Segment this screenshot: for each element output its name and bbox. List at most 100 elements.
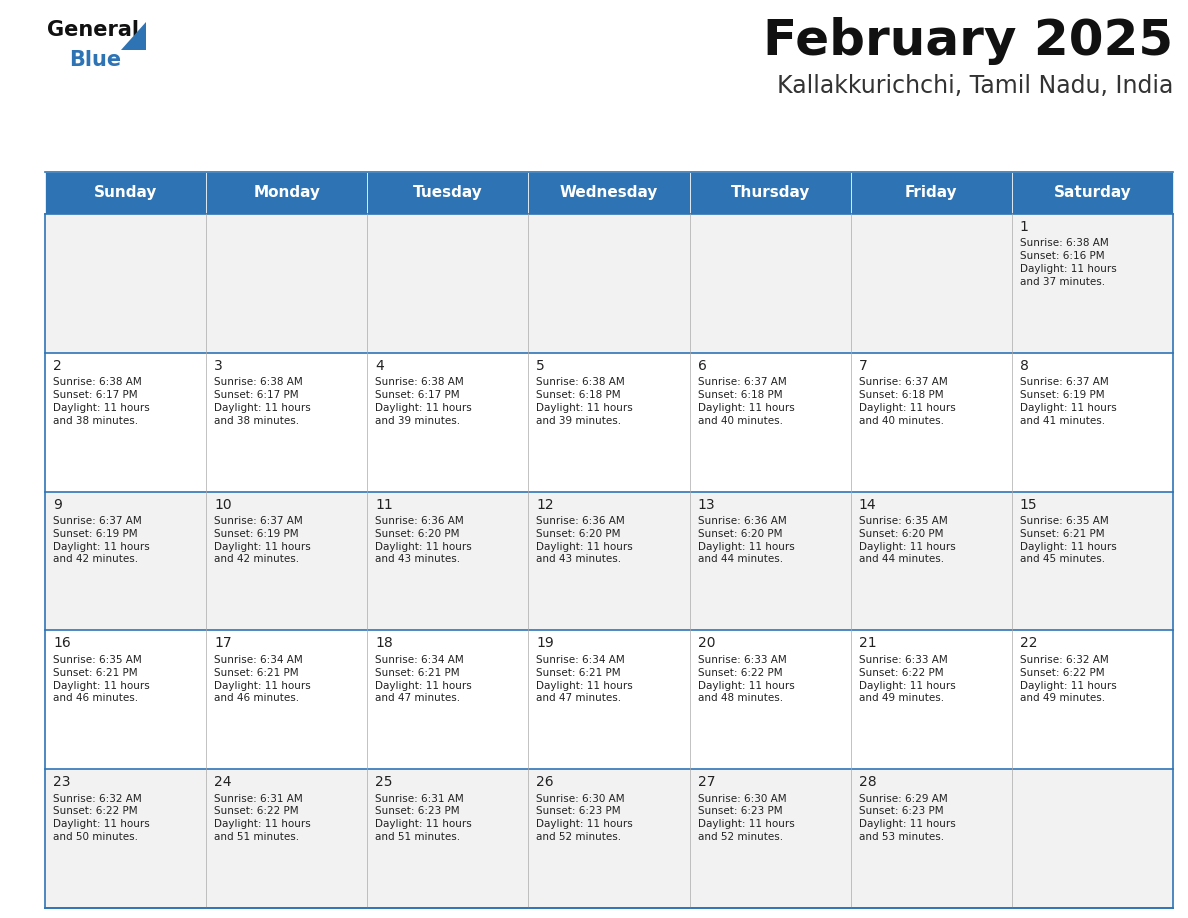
- Text: Sunrise: 6:33 AM
Sunset: 6:22 PM
Daylight: 11 hours
and 49 minutes.: Sunrise: 6:33 AM Sunset: 6:22 PM Dayligh…: [859, 655, 955, 703]
- Bar: [529, 769, 689, 908]
- Text: Sunrise: 6:31 AM
Sunset: 6:22 PM
Daylight: 11 hours
and 51 minutes.: Sunrise: 6:31 AM Sunset: 6:22 PM Dayligh…: [214, 794, 311, 842]
- Text: Sunrise: 6:37 AM
Sunset: 6:19 PM
Daylight: 11 hours
and 42 minutes.: Sunrise: 6:37 AM Sunset: 6:19 PM Dayligh…: [214, 516, 311, 565]
- Text: 15: 15: [1019, 498, 1037, 511]
- Text: Sunrise: 6:37 AM
Sunset: 6:18 PM
Daylight: 11 hours
and 40 minutes.: Sunrise: 6:37 AM Sunset: 6:18 PM Dayligh…: [697, 377, 795, 426]
- Text: 17: 17: [214, 636, 232, 650]
- Text: Sunrise: 6:38 AM
Sunset: 6:16 PM
Daylight: 11 hours
and 37 minutes.: Sunrise: 6:38 AM Sunset: 6:16 PM Dayligh…: [1019, 239, 1117, 287]
- Text: Sunrise: 6:37 AM
Sunset: 6:19 PM
Daylight: 11 hours
and 41 minutes.: Sunrise: 6:37 AM Sunset: 6:19 PM Dayligh…: [1019, 377, 1117, 426]
- Bar: [1012, 172, 1173, 214]
- Text: Blue: Blue: [69, 50, 121, 70]
- Text: 3: 3: [214, 359, 223, 373]
- Text: Sunrise: 6:34 AM
Sunset: 6:21 PM
Daylight: 11 hours
and 47 minutes.: Sunrise: 6:34 AM Sunset: 6:21 PM Dayligh…: [375, 655, 472, 703]
- Bar: [1012, 769, 1173, 908]
- Bar: [207, 492, 367, 631]
- Bar: [367, 172, 529, 214]
- Text: Sunrise: 6:38 AM
Sunset: 6:17 PM
Daylight: 11 hours
and 38 minutes.: Sunrise: 6:38 AM Sunset: 6:17 PM Dayligh…: [214, 377, 311, 426]
- Bar: [367, 492, 529, 631]
- Text: 6: 6: [697, 359, 707, 373]
- Bar: [689, 631, 851, 769]
- Bar: [689, 353, 851, 492]
- Bar: [529, 631, 689, 769]
- Text: 16: 16: [53, 636, 71, 650]
- Bar: [367, 631, 529, 769]
- Text: Kallakkurichchi, Tamil Nadu, India: Kallakkurichchi, Tamil Nadu, India: [777, 74, 1173, 98]
- Text: 12: 12: [537, 498, 554, 511]
- Bar: [207, 631, 367, 769]
- Bar: [45, 631, 207, 769]
- Text: Sunrise: 6:37 AM
Sunset: 6:18 PM
Daylight: 11 hours
and 40 minutes.: Sunrise: 6:37 AM Sunset: 6:18 PM Dayligh…: [859, 377, 955, 426]
- Text: 24: 24: [214, 775, 232, 789]
- Bar: [45, 353, 207, 492]
- Text: 8: 8: [1019, 359, 1029, 373]
- Bar: [689, 214, 851, 353]
- Bar: [45, 214, 207, 353]
- Text: Sunrise: 6:29 AM
Sunset: 6:23 PM
Daylight: 11 hours
and 53 minutes.: Sunrise: 6:29 AM Sunset: 6:23 PM Dayligh…: [859, 794, 955, 842]
- Bar: [207, 214, 367, 353]
- Bar: [529, 172, 689, 214]
- Text: Sunrise: 6:38 AM
Sunset: 6:18 PM
Daylight: 11 hours
and 39 minutes.: Sunrise: 6:38 AM Sunset: 6:18 PM Dayligh…: [537, 377, 633, 426]
- Text: 2: 2: [53, 359, 62, 373]
- Text: Sunrise: 6:36 AM
Sunset: 6:20 PM
Daylight: 11 hours
and 43 minutes.: Sunrise: 6:36 AM Sunset: 6:20 PM Dayligh…: [537, 516, 633, 565]
- Text: Thursday: Thursday: [731, 185, 810, 200]
- Bar: [689, 769, 851, 908]
- Text: 14: 14: [859, 498, 877, 511]
- Text: General: General: [48, 20, 139, 40]
- Bar: [1012, 353, 1173, 492]
- Bar: [529, 492, 689, 631]
- Text: 26: 26: [537, 775, 554, 789]
- Text: 18: 18: [375, 636, 393, 650]
- Text: 21: 21: [859, 636, 877, 650]
- Text: Sunrise: 6:38 AM
Sunset: 6:17 PM
Daylight: 11 hours
and 38 minutes.: Sunrise: 6:38 AM Sunset: 6:17 PM Dayligh…: [53, 377, 150, 426]
- Text: 27: 27: [697, 775, 715, 789]
- Text: Sunrise: 6:34 AM
Sunset: 6:21 PM
Daylight: 11 hours
and 47 minutes.: Sunrise: 6:34 AM Sunset: 6:21 PM Dayligh…: [537, 655, 633, 703]
- Bar: [689, 492, 851, 631]
- Text: Sunrise: 6:34 AM
Sunset: 6:21 PM
Daylight: 11 hours
and 46 minutes.: Sunrise: 6:34 AM Sunset: 6:21 PM Dayligh…: [214, 655, 311, 703]
- Text: Sunrise: 6:33 AM
Sunset: 6:22 PM
Daylight: 11 hours
and 48 minutes.: Sunrise: 6:33 AM Sunset: 6:22 PM Dayligh…: [697, 655, 795, 703]
- Text: Sunrise: 6:38 AM
Sunset: 6:17 PM
Daylight: 11 hours
and 39 minutes.: Sunrise: 6:38 AM Sunset: 6:17 PM Dayligh…: [375, 377, 472, 426]
- Text: 20: 20: [697, 636, 715, 650]
- Text: Sunrise: 6:36 AM
Sunset: 6:20 PM
Daylight: 11 hours
and 44 minutes.: Sunrise: 6:36 AM Sunset: 6:20 PM Dayligh…: [697, 516, 795, 565]
- Text: Sunrise: 6:30 AM
Sunset: 6:23 PM
Daylight: 11 hours
and 52 minutes.: Sunrise: 6:30 AM Sunset: 6:23 PM Dayligh…: [697, 794, 795, 842]
- Text: Sunrise: 6:35 AM
Sunset: 6:20 PM
Daylight: 11 hours
and 44 minutes.: Sunrise: 6:35 AM Sunset: 6:20 PM Dayligh…: [859, 516, 955, 565]
- Text: 13: 13: [697, 498, 715, 511]
- Text: Tuesday: Tuesday: [413, 185, 482, 200]
- Bar: [207, 769, 367, 908]
- Text: 22: 22: [1019, 636, 1037, 650]
- Text: 5: 5: [537, 359, 545, 373]
- Text: 19: 19: [537, 636, 554, 650]
- Bar: [851, 769, 1012, 908]
- Bar: [45, 492, 207, 631]
- Text: 23: 23: [53, 775, 70, 789]
- Text: Sunrise: 6:35 AM
Sunset: 6:21 PM
Daylight: 11 hours
and 46 minutes.: Sunrise: 6:35 AM Sunset: 6:21 PM Dayligh…: [53, 655, 150, 703]
- Text: Friday: Friday: [905, 185, 958, 200]
- Text: Sunrise: 6:36 AM
Sunset: 6:20 PM
Daylight: 11 hours
and 43 minutes.: Sunrise: 6:36 AM Sunset: 6:20 PM Dayligh…: [375, 516, 472, 565]
- Text: 11: 11: [375, 498, 393, 511]
- Bar: [851, 492, 1012, 631]
- Text: Sunrise: 6:37 AM
Sunset: 6:19 PM
Daylight: 11 hours
and 42 minutes.: Sunrise: 6:37 AM Sunset: 6:19 PM Dayligh…: [53, 516, 150, 565]
- Text: Sunrise: 6:31 AM
Sunset: 6:23 PM
Daylight: 11 hours
and 51 minutes.: Sunrise: 6:31 AM Sunset: 6:23 PM Dayligh…: [375, 794, 472, 842]
- Bar: [851, 172, 1012, 214]
- Bar: [689, 172, 851, 214]
- Text: 1: 1: [1019, 220, 1029, 234]
- Text: Sunrise: 6:32 AM
Sunset: 6:22 PM
Daylight: 11 hours
and 49 minutes.: Sunrise: 6:32 AM Sunset: 6:22 PM Dayligh…: [1019, 655, 1117, 703]
- Bar: [207, 353, 367, 492]
- Text: Sunrise: 6:32 AM
Sunset: 6:22 PM
Daylight: 11 hours
and 50 minutes.: Sunrise: 6:32 AM Sunset: 6:22 PM Dayligh…: [53, 794, 150, 842]
- Text: February 2025: February 2025: [763, 17, 1173, 65]
- Bar: [851, 353, 1012, 492]
- Bar: [367, 769, 529, 908]
- Text: 25: 25: [375, 775, 393, 789]
- Text: 7: 7: [859, 359, 867, 373]
- Bar: [529, 353, 689, 492]
- Bar: [367, 353, 529, 492]
- Text: Monday: Monday: [253, 185, 321, 200]
- Bar: [207, 172, 367, 214]
- Text: Sunday: Sunday: [94, 185, 157, 200]
- Text: 28: 28: [859, 775, 877, 789]
- Text: 4: 4: [375, 359, 384, 373]
- Polygon shape: [121, 22, 146, 50]
- Bar: [1012, 214, 1173, 353]
- Text: Saturday: Saturday: [1054, 185, 1131, 200]
- Bar: [45, 769, 207, 908]
- Text: Sunrise: 6:35 AM
Sunset: 6:21 PM
Daylight: 11 hours
and 45 minutes.: Sunrise: 6:35 AM Sunset: 6:21 PM Dayligh…: [1019, 516, 1117, 565]
- Bar: [1012, 492, 1173, 631]
